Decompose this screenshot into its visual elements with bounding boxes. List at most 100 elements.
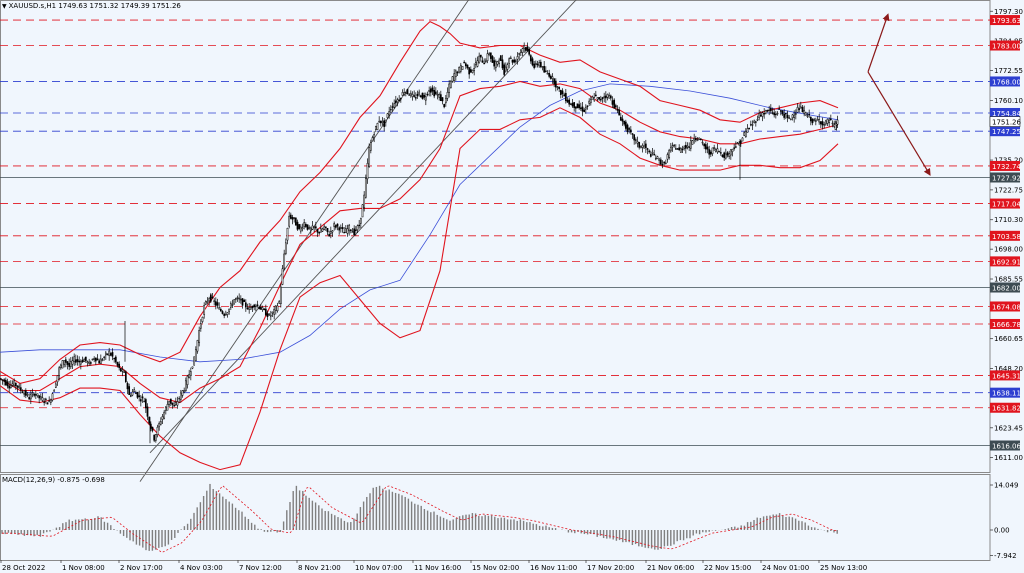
candle (456, 70, 459, 77)
candle-body (161, 416, 164, 420)
time-tick-label: 24 Nov 01:00 (762, 564, 809, 572)
candle (713, 144, 716, 151)
candle-body (349, 229, 352, 231)
candle-body (519, 50, 522, 54)
candle (16, 385, 19, 393)
candle-body (199, 323, 202, 329)
candle-body (129, 395, 132, 397)
candle (486, 49, 489, 64)
time-tick-label: 25 Nov 13:00 (820, 564, 867, 572)
bollinger-lower-band (0, 107, 839, 471)
candle-body (539, 61, 542, 67)
candle (466, 64, 469, 70)
candle-body (81, 359, 84, 363)
candle-body (579, 107, 582, 109)
candle (451, 76, 454, 83)
candle-body (401, 92, 404, 96)
candle-body (689, 140, 692, 149)
candle-body (526, 46, 529, 52)
candle (96, 354, 99, 361)
candle-body (94, 357, 97, 362)
candle-body (753, 120, 756, 123)
candle (569, 102, 572, 106)
candle-body (608, 95, 611, 99)
ohlc-close: 1751.26 (151, 2, 181, 10)
candle-body (726, 152, 729, 156)
candle-body (643, 145, 646, 149)
candle (766, 109, 769, 113)
candle-body (448, 83, 451, 93)
candle-body (588, 100, 591, 104)
candle-body (609, 95, 612, 99)
candle (744, 128, 747, 138)
candle-body (476, 60, 479, 67)
level-label-background (990, 76, 1020, 87)
candle (366, 158, 369, 184)
candle-body (414, 97, 417, 99)
candle (389, 105, 392, 114)
candle (198, 326, 201, 347)
candle-body (573, 102, 576, 108)
level-label-1717.04: 1717.04 (990, 198, 1021, 209)
candle (114, 355, 117, 364)
level-label-text: 1747.25 (992, 128, 1021, 136)
candle-body (16, 385, 19, 388)
candle-body (764, 109, 767, 114)
candle-body (153, 434, 156, 441)
price-tick-label: 1698.00 (994, 246, 1023, 254)
candle (73, 353, 76, 366)
candle (141, 393, 144, 403)
time-tick-label: 2 Nov 17:00 (120, 564, 163, 572)
candle (791, 113, 794, 121)
candle (674, 144, 677, 150)
candle (718, 150, 721, 153)
candle (576, 103, 579, 109)
candle (126, 381, 129, 395)
candle (246, 303, 249, 310)
candle-body (346, 228, 349, 234)
candle (673, 144, 676, 148)
candle-body (453, 73, 456, 81)
candle-body (128, 386, 131, 395)
candle (681, 145, 684, 153)
candle-body (54, 383, 57, 388)
candle (131, 389, 134, 397)
candle-body (599, 99, 602, 101)
candle (523, 42, 526, 53)
candle (716, 143, 719, 155)
candle (703, 143, 706, 150)
candle-body (96, 358, 99, 361)
level-label-text: 1692.91 (992, 258, 1021, 266)
candle-body (333, 223, 336, 227)
candle (154, 434, 157, 443)
candle (39, 393, 42, 401)
candle (158, 421, 161, 431)
candle (193, 356, 196, 366)
candle-body (233, 299, 236, 305)
candle-body (544, 70, 547, 72)
candle-body (768, 109, 771, 112)
candle-body (688, 146, 691, 148)
candle (778, 105, 781, 110)
time-tick-label: 15 Nov 02:00 (472, 564, 519, 572)
candle (546, 70, 549, 75)
candle-body (156, 426, 159, 435)
candle-body (308, 227, 311, 230)
candle (324, 226, 327, 232)
candle-body (458, 67, 461, 73)
candle-body (444, 97, 447, 104)
collapse-triangle-icon[interactable]: ▼ (2, 3, 7, 10)
candle-body (354, 229, 357, 231)
candle (431, 85, 434, 96)
candle-body (298, 224, 301, 229)
candle-body (53, 389, 56, 392)
level-label-text: 1638.11 (992, 390, 1021, 398)
candle-body (553, 78, 556, 85)
candle (393, 99, 396, 109)
candle (816, 116, 819, 121)
price-tick-label: 1648.20 (994, 365, 1023, 373)
level-label-background (990, 126, 1020, 137)
candle-body (74, 359, 77, 363)
candle (483, 58, 486, 65)
